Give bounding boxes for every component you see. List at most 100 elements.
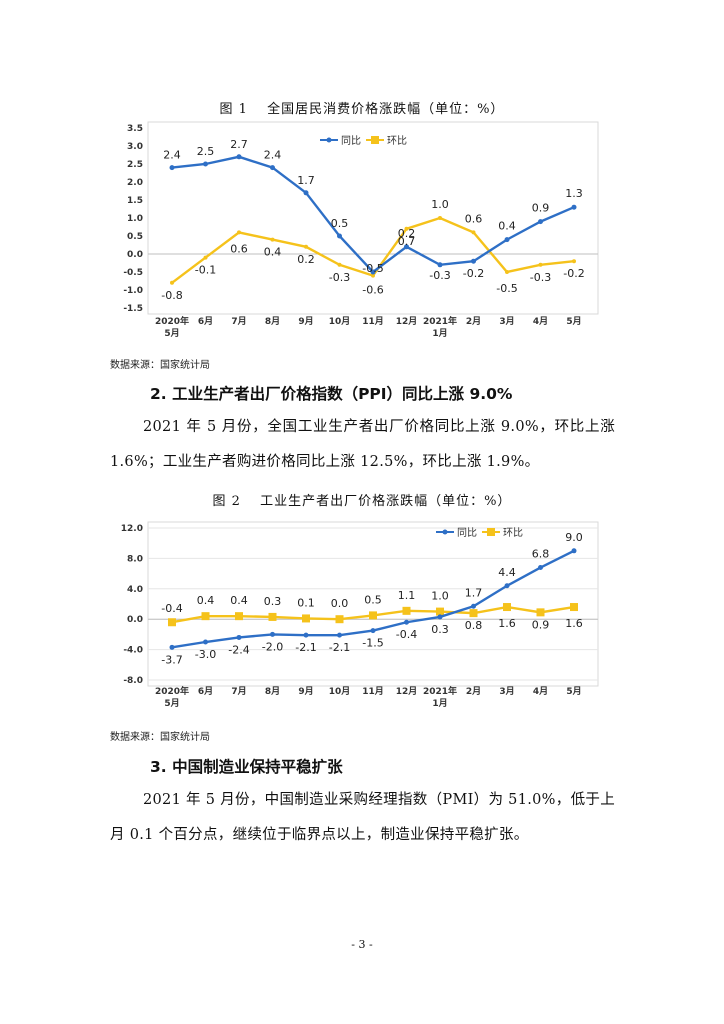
point-0 <box>471 603 476 609</box>
x-tick-label: 5月 <box>566 316 581 327</box>
point-1 <box>505 270 509 274</box>
data-label-0: -2.4 <box>228 643 249 656</box>
point-0 <box>303 632 309 638</box>
point-1 <box>337 262 342 267</box>
point-1 <box>404 226 409 231</box>
point-1 <box>371 273 375 278</box>
legend-marker-1 <box>371 136 379 144</box>
point-0 <box>437 262 443 268</box>
x-tick-label: 2020年 <box>155 685 189 697</box>
data-label-1: -0.3 <box>530 271 551 284</box>
data-label-0: 1.7 <box>465 586 483 599</box>
y-tick-label: 0.5 <box>127 232 143 242</box>
x-tick-label: 11月 <box>362 316 384 327</box>
point-0 <box>571 204 577 210</box>
point-1 <box>436 607 444 616</box>
data-label-0: 9.0 <box>565 531 583 544</box>
x-tick-label: 4月 <box>533 316 548 327</box>
data-label-0: -0.2 <box>463 267 484 280</box>
data-label-1: 0.4 <box>264 246 282 259</box>
data-label-0: 0.3 <box>431 623 449 636</box>
x-tick-label: 2月 <box>466 316 481 327</box>
point-1 <box>235 612 243 621</box>
y-tick-label: 0.0 <box>127 615 143 625</box>
point-0 <box>203 161 208 167</box>
y-tick-label: 2.5 <box>127 160 143 170</box>
figure2-title: 图 2 工业生产者出厂价格涨跌幅（单位：%） <box>212 494 512 509</box>
data-label-0: 2.7 <box>230 138 248 151</box>
point-0 <box>437 614 443 620</box>
data-label-1: -0.2 <box>563 267 584 280</box>
data-label-1: 1.6 <box>498 617 516 630</box>
point-1 <box>304 244 308 249</box>
x-tick-label: 5月 <box>164 328 179 339</box>
data-label-1: 0.6 <box>465 212 483 225</box>
section3-paragraph: 2021 年 5 月份，中国制造业采购经理指数（PMI）为 51.0%，低于上月… <box>110 792 615 843</box>
y-tick-label: -4.0 <box>123 646 143 656</box>
point-0 <box>337 233 342 239</box>
point-1 <box>572 259 576 264</box>
x-tick-label: 2月 <box>466 686 481 697</box>
point-1 <box>302 614 310 623</box>
x-tick-label: 3月 <box>499 686 514 697</box>
y-tick-label: 4.0 <box>127 585 143 595</box>
point-0 <box>169 644 175 650</box>
figure1-chart: 3.5 3.0 2.5 2.0 1.5 1.0 0.5 0.0 -0.5 -1.0 -1.5 2020… <box>110 118 603 344</box>
data-label-0: 0.5 <box>331 217 349 230</box>
point-1 <box>168 618 176 627</box>
data-label-1: 0.4 <box>230 594 248 607</box>
point-0 <box>169 165 175 171</box>
data-label-0: -2.1 <box>329 641 350 654</box>
y-tick-label: 0.0 <box>127 250 143 260</box>
point-1 <box>536 608 545 617</box>
y-tick-label: 12.0 <box>121 524 143 534</box>
figure1-source: 数据来源：国家统计局 <box>110 360 210 371</box>
point-0 <box>404 244 409 250</box>
y-tick-label: -0.5 <box>123 268 143 278</box>
x-tick-label: 6月 <box>198 686 213 697</box>
point-1 <box>268 612 277 621</box>
point-0 <box>504 237 510 243</box>
legend-marker-0 <box>442 529 448 535</box>
point-0 <box>270 165 275 171</box>
legend-label-0: 同比 <box>341 135 361 147</box>
data-label-1: 1.0 <box>431 198 449 211</box>
section2-paragraph: 2021 年 5 月份，全国工业生产者出厂价格同比上涨 9.0%，环比上涨 1.… <box>110 419 615 470</box>
data-label-1: 1.6 <box>565 617 583 630</box>
point-0 <box>303 190 309 196</box>
data-label-0: 0.9 <box>532 202 550 215</box>
x-tick-label: 4月 <box>533 686 548 697</box>
data-label-1: -0.8 <box>161 289 182 302</box>
y-tick-label: 3.5 <box>127 124 143 134</box>
y-tick-label: 3.0 <box>127 142 143 152</box>
point-0 <box>538 219 543 225</box>
figure1-title: 图 1 全国居民消费价格涨跌幅（单位：%） <box>219 102 505 117</box>
x-tick-label: 3月 <box>499 316 514 327</box>
point-1 <box>203 255 208 260</box>
x-tick-label: 12月 <box>396 686 418 697</box>
point-1 <box>270 237 275 242</box>
point-0 <box>203 639 208 645</box>
section3-heading: 3. 中国制造业保持平稳扩张 <box>150 758 343 776</box>
data-label-1: 0.8 <box>465 619 483 632</box>
data-label-0: -0.4 <box>396 628 417 641</box>
point-1 <box>369 611 377 620</box>
x-tick-label: 8月 <box>265 316 280 327</box>
figure2-chart: 12.0 8.0 4.0 0.0 -4.0 -8.0 2020年 5月 6月 7月 8月 9月 10月 1… <box>110 514 603 712</box>
page-number: - 3 - <box>351 938 373 951</box>
point-0 <box>504 583 510 589</box>
x-tick-label: 5月 <box>566 686 581 697</box>
data-label-0: 4.4 <box>498 566 516 579</box>
figure1-svg: 3.5 3.0 2.5 2.0 1.5 1.0 0.5 0.0 -0.5 -1.0 -1.5 2020… <box>123 121 599 339</box>
x-tick-label: 2021年 <box>423 685 457 697</box>
plot-area <box>147 521 599 687</box>
point-1 <box>538 262 543 267</box>
data-label-1: -0.5 <box>496 282 517 295</box>
figure2-source: 数据来源：国家统计局 <box>110 732 210 743</box>
data-label-1: 0.5 <box>364 593 382 606</box>
data-label-1: -0.3 <box>329 271 350 284</box>
point-0 <box>571 548 577 554</box>
x-tick-label: 7月 <box>231 686 246 697</box>
data-label-1: -0.4 <box>161 602 182 615</box>
